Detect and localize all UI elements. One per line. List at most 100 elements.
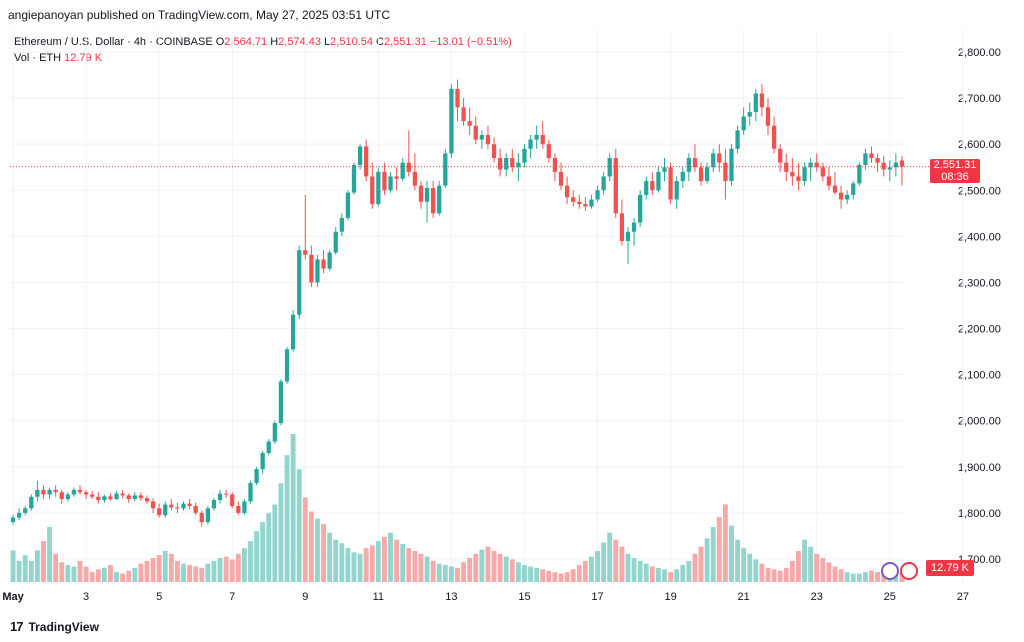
volume-bar (540, 569, 546, 582)
candle-body (814, 162, 819, 168)
volume-bar (631, 558, 637, 582)
candle-body (236, 505, 241, 513)
candle-body (674, 181, 679, 200)
volume-bar (266, 512, 272, 582)
candle-body (851, 183, 856, 195)
candle-body (704, 167, 710, 182)
candle-body (528, 139, 533, 149)
candle-body (820, 167, 825, 177)
volume-bar (570, 569, 576, 582)
y-tick-label: 2,300.00 (958, 277, 1001, 289)
volume-bar (388, 532, 393, 582)
volume-bar (820, 558, 826, 582)
candle-body (272, 423, 277, 442)
candle-body (284, 349, 290, 382)
y-tick-label: 2,200.00 (958, 324, 1001, 336)
candle-body (613, 158, 618, 214)
x-tick-label: 15 (518, 591, 530, 603)
volume-bar (114, 572, 119, 582)
volume-bar (497, 553, 503, 582)
candle-body (327, 252, 332, 269)
candle-body (108, 496, 113, 500)
volume-bar (814, 553, 820, 582)
candle-body (437, 185, 442, 214)
candle-body (59, 492, 64, 500)
candle-body (771, 125, 777, 149)
volume-bar (412, 550, 418, 582)
candle-body (90, 494, 95, 497)
volume-bar (716, 517, 722, 582)
candle-body (875, 158, 880, 163)
volume-bar (357, 553, 363, 582)
candle-body (96, 496, 101, 501)
volume-bar (552, 572, 558, 582)
x-tick-label: 17 (591, 591, 603, 603)
candle-body (753, 93, 758, 112)
volume-bar (528, 566, 533, 582)
y-tick-label: 2,000.00 (958, 416, 1001, 428)
chart-legend: Ethereum / U.S. Dollar · 4h · COINBASE O… (14, 34, 512, 66)
volume-bar (436, 563, 442, 582)
symbol-label[interactable]: Ethereum / U.S. Dollar · 4h · COINBASE (14, 36, 213, 48)
candle-body (516, 162, 521, 168)
candle-body (65, 494, 70, 500)
candle-body (765, 107, 771, 126)
candle-body (102, 496, 107, 501)
volume-bar (448, 566, 454, 582)
candle-body (418, 185, 424, 202)
volume-bar (41, 541, 46, 582)
volume-bar (108, 565, 113, 582)
volume-bar (187, 565, 193, 582)
volume-bar (254, 531, 260, 582)
candle-body (193, 505, 198, 513)
candle-body (400, 162, 405, 179)
candle-body (644, 181, 649, 195)
volume-bar (649, 566, 655, 582)
x-tick-label: May (2, 591, 24, 603)
volume-bar (95, 569, 101, 582)
candle-body (138, 495, 144, 499)
candle-body (759, 93, 765, 108)
candle-body (619, 213, 625, 241)
volume-bar (321, 524, 326, 582)
volume-bar (193, 566, 199, 582)
candle-body (485, 134, 491, 145)
candle-body (157, 508, 162, 516)
candle-body (23, 508, 28, 513)
candle-body (230, 494, 235, 506)
candle-body (297, 250, 302, 315)
volume-bar (802, 539, 807, 582)
candle-body (491, 144, 497, 159)
high-label: H (270, 36, 279, 48)
x-tick-label: 3 (83, 591, 89, 603)
volume-bar (150, 558, 156, 582)
volume-bar (174, 560, 180, 582)
candle-body (571, 197, 576, 202)
volume-label[interactable]: Vol · ETH (14, 52, 62, 64)
volume-bar (637, 560, 643, 582)
volume-bar (205, 563, 211, 582)
candle-body (522, 148, 527, 163)
volume-bar (260, 522, 266, 582)
volume-bar (181, 563, 186, 582)
volume-bar (302, 497, 308, 582)
volume-bar (856, 573, 862, 582)
candle-body (406, 162, 411, 172)
volume-row: Vol · ETH 12.79 K (14, 50, 512, 66)
candle-body (510, 158, 515, 168)
volume-bar (101, 567, 107, 582)
candle-body (357, 146, 363, 165)
candle-body (631, 222, 637, 232)
candle-body (497, 158, 503, 170)
volume-bar (783, 567, 789, 582)
volume-bar (564, 572, 570, 582)
candle-body (583, 204, 588, 207)
candle-body (735, 130, 740, 149)
candle-body (321, 259, 326, 269)
low-value: 2,510.54 (330, 36, 373, 48)
volume-bar (217, 558, 223, 582)
low-label: L (324, 36, 331, 48)
candle-body (199, 512, 204, 523)
candle-body (303, 250, 308, 255)
